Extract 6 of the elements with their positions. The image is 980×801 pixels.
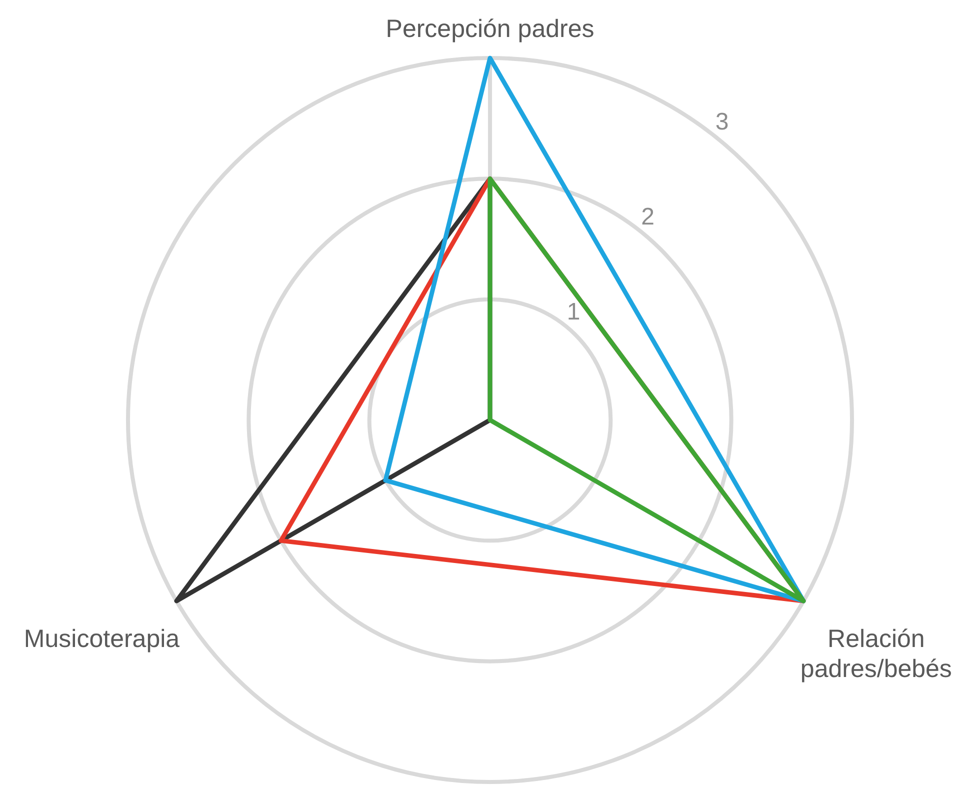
y-tick-label: 2 (641, 204, 654, 231)
y-tick-label: 1 (566, 298, 580, 326)
y-tick-label: 3 (715, 108, 729, 136)
spoke-label: Relación padres/bebés (800, 624, 952, 683)
spoke-label: Musicoterapia (24, 624, 180, 653)
spoke-label: Percepción padres (386, 14, 594, 43)
